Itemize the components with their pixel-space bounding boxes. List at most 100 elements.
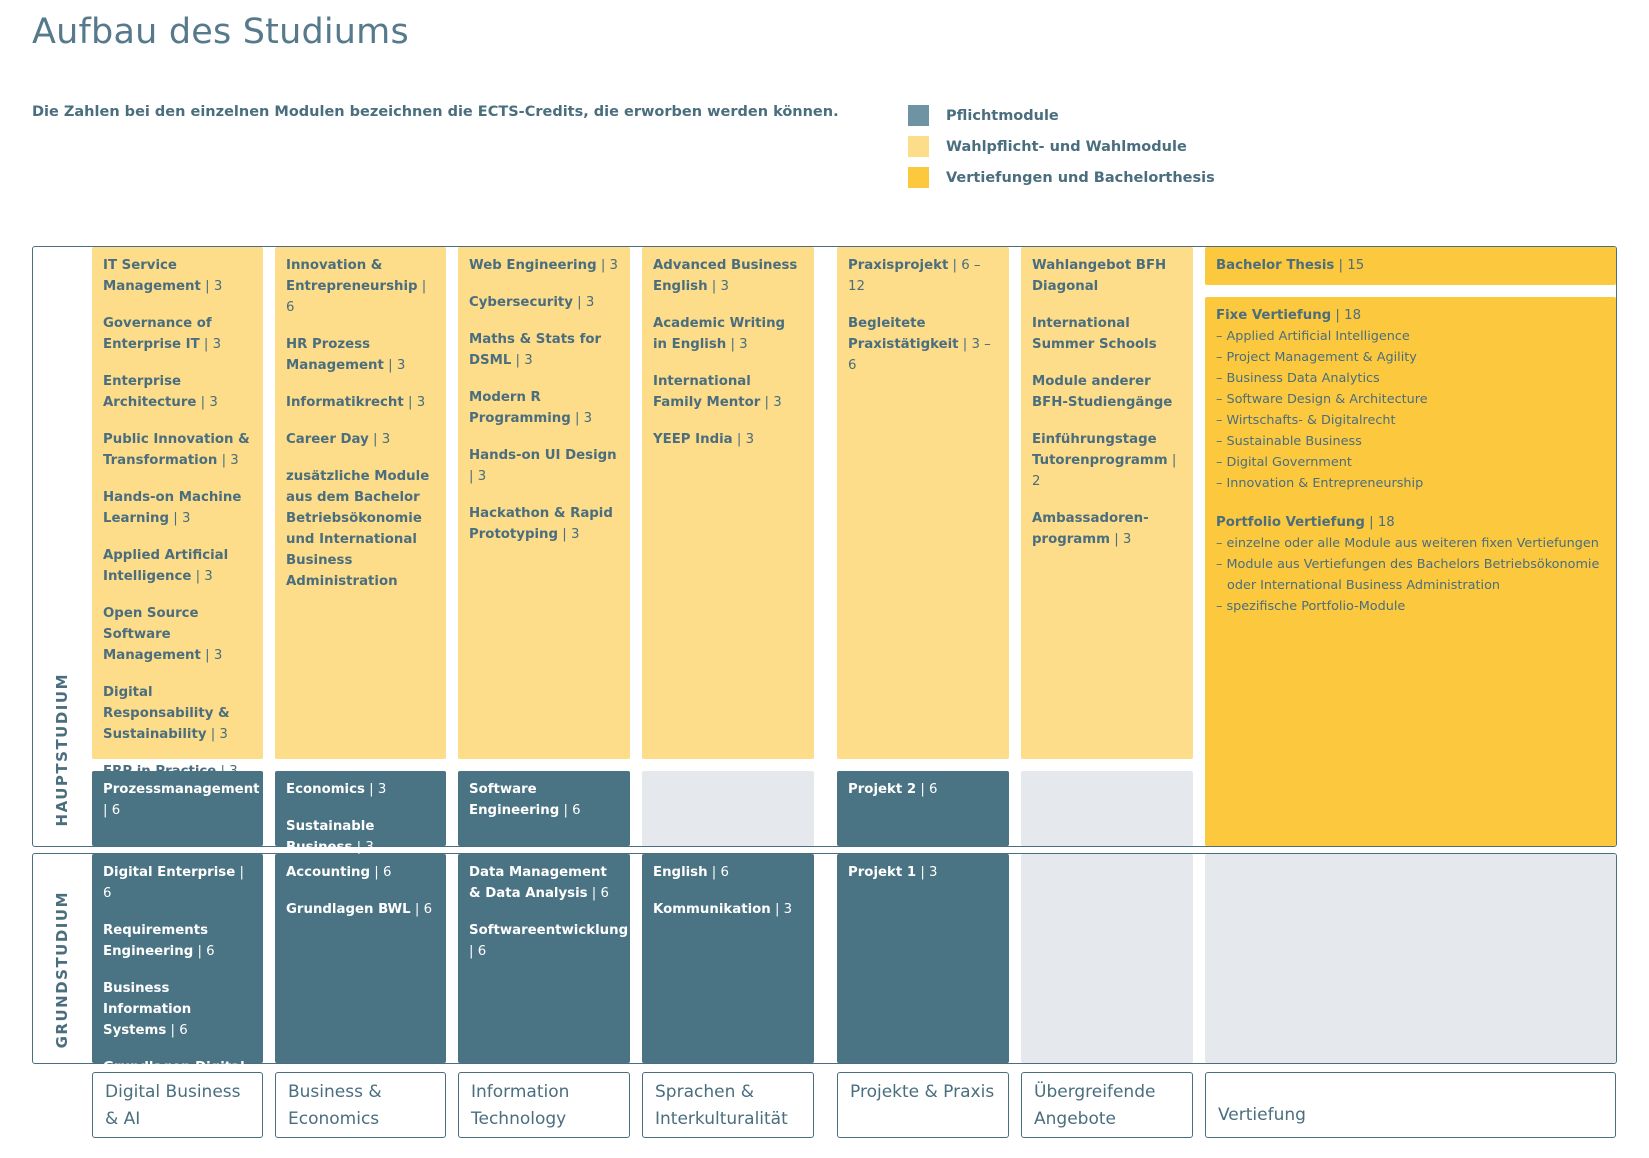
module-name: English — [653, 865, 708, 880]
column-label-vertiefung: Vertiefung — [1205, 1072, 1616, 1138]
module-name: Innovation & Entrepreneurship — [286, 258, 418, 294]
module-item: Accounting | 6 — [286, 862, 435, 883]
module-item: Praxisprojekt | 6 – 12 — [848, 255, 998, 297]
column-label-text: Business & Economics — [288, 1082, 382, 1129]
vertiefung-list-item: oder International Business Administrati… — [1227, 578, 1501, 593]
module-name: YEEP India — [653, 432, 733, 447]
module-credits: | 3 — [558, 527, 580, 542]
haupt-empty-uebergreifend — [1021, 771, 1193, 846]
module-name: Economics — [286, 782, 365, 797]
module-name: Projekt 2 — [848, 782, 917, 797]
portfolio-vertiefung-list: – einzelne oder alle Module aus weiteren… — [1216, 533, 1605, 617]
module-item: Softwareentwicklung | 6 — [469, 920, 628, 962]
legend-item-wahl: Wahlpflicht- und Wahlmodule — [908, 131, 1215, 162]
column-label-information-technology: Information Technology — [458, 1072, 630, 1138]
module-name: Hackathon & Rapid Prototyping — [469, 506, 613, 542]
column-label-text: Digital Business & AI — [105, 1082, 241, 1129]
module-name: IT Service Management — [103, 258, 201, 294]
module-name: International Family Mentor — [653, 374, 761, 410]
module-item: Software Engineering | 6 — [469, 779, 619, 821]
module-item: Begleitete Praxistätigkeit | 3 – 6 — [848, 313, 998, 376]
module-name: Digital Responsability & Sustainability — [103, 685, 230, 742]
module-name: Informatikrecht — [286, 395, 404, 410]
grund-pflicht-sprachen: English | 6 Kommunikation | 3 — [642, 854, 814, 1063]
module-name: Module anderer BFH-Studiengänge — [1032, 374, 1173, 410]
module-item: Hackathon & Rapid Prototyping | 3 — [469, 503, 619, 545]
legend-label: Wahlpflicht- und Wahlmodule — [946, 138, 1187, 155]
grundstudium-label: GRUNDSTUDIUM — [53, 891, 71, 1049]
haupt-wahl-information-technology: Web Engineering | 3 Cybersecurity | 3 Math… — [458, 247, 630, 759]
module-item: Hands-on Machine Learning | 3 — [103, 487, 252, 529]
module-item: Wahlangebot BFH Diagonal — [1032, 255, 1182, 297]
module-credits: | 3 — [200, 648, 223, 663]
module-credits: | 6 – 12 — [848, 258, 981, 294]
module-credits: | 3 — [732, 432, 755, 447]
module-name: Praxisprojekt — [848, 258, 949, 273]
module-credits: | 3 – 6 — [848, 337, 991, 373]
grundstudium-frame — [32, 853, 1617, 1064]
module-credits: | 3 — [169, 511, 191, 526]
module-credits: | 6 — [205, 1081, 227, 1096]
module-credits: | 3 — [206, 727, 228, 742]
legend-swatch-vertiefung — [908, 167, 929, 188]
vertiefung-list-item: – Software Design & Architecture — [1216, 392, 1428, 407]
module-credits: | 3 — [199, 337, 222, 352]
column-label-text: Information Technology — [471, 1082, 570, 1129]
module-name: Public Innovation & Transformation — [103, 432, 250, 468]
module-credits: | 3 — [200, 279, 223, 294]
module-item: Business Information Systems | 6 — [103, 978, 252, 1041]
module-credits: | 3 — [726, 337, 748, 352]
module-item: Governance of Enterprise IT | 3 — [103, 313, 252, 355]
grund-pflicht-projekte: Projekt 1 | 3 — [837, 854, 1009, 1063]
vertiefung-list-item: – Digital Government — [1216, 455, 1352, 470]
module-credits: | 6 — [286, 279, 427, 315]
column-label-projekte: Projekte & Praxis — [837, 1072, 1009, 1138]
haupt-wahl-sprachen: Advanced Business English | 3 Academic Wr… — [642, 247, 814, 759]
module-credits: | 3 — [572, 295, 595, 310]
portfolio-vertiefung-name: Portfolio Vertiefung — [1216, 515, 1365, 530]
module-credits: | 3 — [760, 395, 782, 410]
module-credits: | 3 — [191, 569, 213, 584]
module-credits: | 3 — [352, 840, 374, 855]
hauptstudium-label: HAUPTSTUDIUM — [53, 673, 71, 827]
fixe-vertiefung-heading: Fixe Vertiefung | 18 — [1216, 305, 1605, 326]
vertiefung-list-item: – Sustainable Business — [1216, 434, 1362, 449]
module-name: Projekt 1 — [848, 865, 917, 880]
module-credits: | 2 — [1032, 453, 1177, 489]
column-label-digital-business: Digital Business & AI — [92, 1072, 263, 1138]
column-label-uebergreifend: Übergreifende Angebote — [1021, 1072, 1193, 1138]
module-item: Projekt 2 | 6 — [848, 779, 998, 800]
legend-label: Pflichtmodule — [946, 107, 1059, 124]
module-name: Accounting — [286, 865, 371, 880]
module-item: Informatikrecht | 3 — [286, 392, 435, 413]
page-title: Aufbau des Studiums — [32, 12, 409, 52]
module-item: Sustainable Business | 3 — [286, 816, 435, 858]
module-item: Ambassadoren-programm | 3 — [1032, 508, 1182, 550]
module-item: Digital Responsability & Sustainability … — [103, 682, 252, 745]
portfolio-vertiefung-credits: | 18 — [1364, 515, 1395, 530]
legend-swatch-pflicht — [908, 105, 929, 126]
module-name: Academic Writing in English — [653, 316, 786, 352]
module-item: YEEP India | 3 — [653, 429, 803, 450]
module-credits: | 3 — [403, 395, 426, 410]
module-item: Grundlagen BWL | 6 — [286, 899, 435, 920]
grund-empty-vertiefung — [1205, 854, 1616, 1063]
module-name: Cybersecurity — [469, 295, 573, 310]
module-name: Ambassadoren-programm — [1032, 511, 1149, 547]
haupt-pflicht-digital-business: Prozessmanagement | 6 — [92, 771, 263, 846]
thesis-name: Bachelor Thesis — [1216, 258, 1335, 273]
haupt-empty-sprachen — [642, 771, 814, 846]
haupt-pflicht-projekte: Projekt 2 | 6 — [837, 771, 1009, 846]
module-name: Governance of Enterprise IT — [103, 316, 212, 352]
module-name: Grundlagen Digital Business & AI — [103, 1060, 245, 1096]
haupt-pflicht-information-technology: Software Engineering | 6 — [458, 771, 630, 846]
fixe-vertiefung-name: Fixe Vertiefung — [1216, 308, 1332, 323]
vertiefung-list-item: – Wirtschafts- & Digitalrecht — [1216, 413, 1396, 428]
module-name: Wahlangebot BFH Diagonal — [1032, 258, 1167, 294]
module-item: Kommunikation | 3 — [653, 899, 803, 920]
module-item: International Family Mentor | 3 — [653, 371, 803, 413]
module-name: Sustainable Business — [286, 819, 375, 855]
legend-label: Vertiefungen und Bachelorthesis — [946, 169, 1215, 186]
haupt-wahl-projekte: Praxisprojekt | 6 – 12 Begleitete Praxist… — [837, 247, 1009, 759]
module-credits: | 6 — [469, 944, 487, 959]
